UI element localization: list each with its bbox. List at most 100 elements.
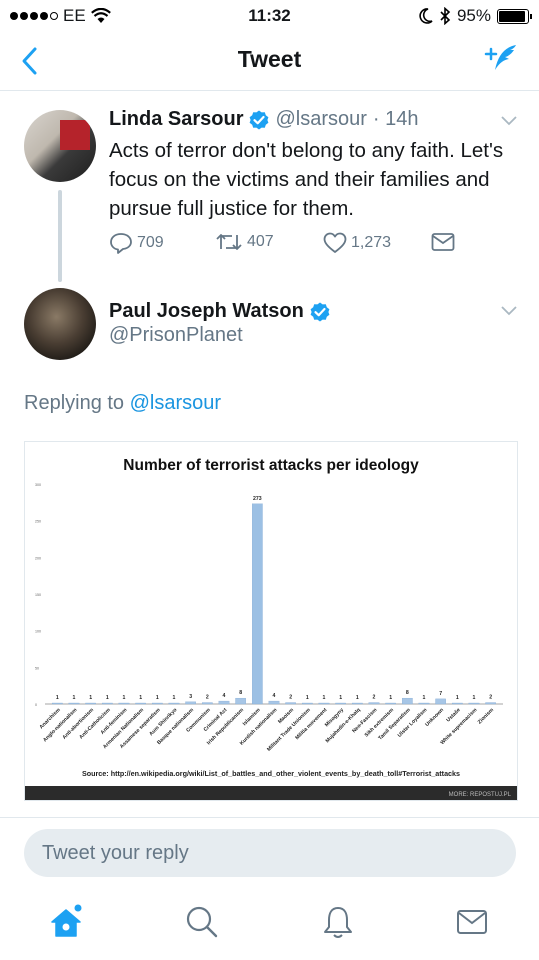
bar-value-label: 1 <box>123 695 126 701</box>
bar-value-label: 4 <box>273 693 276 699</box>
reply-action[interactable]: 709 <box>109 232 164 254</box>
search-icon[interactable] <box>184 904 220 940</box>
bar-value-label: 1 <box>306 695 309 701</box>
chart-bar <box>335 702 346 705</box>
thread-line <box>58 190 62 282</box>
tweet1-actions: 709 407 1,273 <box>109 232 469 256</box>
bar-value-label: 1 <box>156 695 159 701</box>
reply-input[interactable]: Tweet your reply <box>24 829 516 877</box>
status-time: 11:32 <box>248 6 291 25</box>
back-chevron-icon[interactable] <box>18 46 42 76</box>
tweet1-header: Linda Sarsour @lsarsour · 14h <box>109 108 419 131</box>
y-tick-label: 300 <box>35 483 41 487</box>
status-right: 95% <box>419 6 532 26</box>
retweet-count: 407 <box>247 233 274 250</box>
bar-value-label: 1 <box>356 695 359 701</box>
tweet1-age: · 14h <box>372 108 419 130</box>
bar-value-label: 1 <box>423 695 426 701</box>
carrier-signal: EE <box>10 6 111 26</box>
bar-value-label: 1 <box>106 695 109 701</box>
wifi-icon <box>90 8 111 23</box>
chart-footer-bar <box>25 786 517 800</box>
reply-count: 709 <box>137 234 164 251</box>
bar-value-label: 7 <box>439 691 442 697</box>
tweet2-author-name[interactable]: Paul Joseph Watson <box>109 300 304 322</box>
like-count: 1,273 <box>351 234 392 251</box>
chart-bar <box>452 702 463 705</box>
chart-bar <box>402 697 413 705</box>
page-title: Tweet <box>237 46 302 72</box>
like-action[interactable]: 1,273 <box>323 232 391 254</box>
chevron-down-icon[interactable] <box>501 306 517 316</box>
bar-value-label: 2 <box>289 695 292 701</box>
bar-value-label: 2 <box>489 695 492 701</box>
status-bar: EE 11:32 95% <box>0 0 539 32</box>
tweet1-author-name[interactable]: Linda Sarsour <box>109 108 244 130</box>
divider <box>0 817 539 818</box>
y-tick-label: 200 <box>35 556 41 560</box>
bar-value-label: 273 <box>253 496 262 502</box>
tweet1-handle[interactable]: @lsarsour <box>275 108 367 130</box>
chart-bar <box>185 701 196 705</box>
chart-bar <box>318 702 330 705</box>
chart-bar <box>52 702 63 705</box>
chevron-down-icon[interactable] <box>501 116 517 126</box>
bar-value-label: 1 <box>73 695 76 701</box>
bar-value-label: 4 <box>223 693 226 699</box>
chart-bar <box>252 503 263 705</box>
messages-envelope-icon[interactable] <box>454 904 490 940</box>
signal-dots-icon <box>10 12 58 20</box>
tweet2-header: Paul Joseph Watson <box>109 300 330 323</box>
chart-bar <box>202 702 213 705</box>
tweet1-text: Acts of terror don't belong to any faith… <box>109 139 504 220</box>
chart-bar <box>435 698 446 705</box>
notifications-bell-icon[interactable] <box>320 904 356 940</box>
bar-value-label: 1 <box>56 695 59 701</box>
verified-badge-icon <box>310 302 330 321</box>
chart-bar <box>468 702 480 705</box>
chart-bar <box>168 702 180 705</box>
nav-bar: Tweet <box>0 32 539 91</box>
y-tick-label: 50 <box>35 666 39 670</box>
chart-bar <box>118 702 130 705</box>
bar-value-label: 2 <box>373 695 376 701</box>
chart-bar <box>302 702 313 705</box>
avatar-linda-sarsour[interactable] <box>24 110 96 182</box>
envelope-icon <box>431 233 455 251</box>
reply-icon <box>110 233 132 254</box>
chart-bar <box>85 702 96 705</box>
chart-bar <box>102 702 113 705</box>
chart-bar <box>268 700 280 705</box>
chart-source: Source: http://en.wikipedia.org/wiki/Lis… <box>82 769 460 778</box>
moon-icon <box>419 8 433 24</box>
y-tick-label: 250 <box>35 520 41 524</box>
home-icon[interactable] <box>48 904 84 940</box>
battery-percent: 95% <box>456 6 491 25</box>
replying-mention[interactable]: @lsarsour <box>129 392 222 414</box>
avatar-paul-joseph-watson[interactable] <box>24 288 96 360</box>
bar-value-label: 1 <box>89 695 92 701</box>
y-tick-label: 100 <box>35 630 41 634</box>
replying-prefix: Replying to <box>24 392 125 414</box>
tweet2-handle[interactable]: @PrisonPlanet <box>109 324 243 346</box>
reply-placeholder: Tweet your reply <box>42 842 189 864</box>
direct-message-action[interactable] <box>431 232 455 252</box>
compose-tweet-icon[interactable] <box>483 42 519 78</box>
replying-to-line: Replying to @lsarsour <box>24 392 221 415</box>
bluetooth-icon <box>440 7 451 25</box>
tweet-image-chart[interactable]: Number of terrorist attacks per ideology… <box>24 441 518 801</box>
bar-value-label: 1 <box>173 695 176 701</box>
chart-bar <box>352 702 363 705</box>
chart-bar <box>135 702 146 705</box>
x-category-label: Unknown <box>424 707 445 728</box>
chart-footer-text: MORE: REPOSTUJ.PL <box>449 792 512 798</box>
retweet-action[interactable]: 407 <box>215 232 274 252</box>
chart-bar <box>218 700 230 705</box>
chart-bar <box>285 702 296 705</box>
chart-bar <box>385 702 396 705</box>
battery-icon <box>497 8 532 24</box>
retweet-icon <box>216 234 242 250</box>
y-tick-label: 0 <box>35 703 37 707</box>
bar-value-label: 1 <box>456 695 459 701</box>
chart-title: Number of terrorist attacks per ideology <box>123 457 419 474</box>
